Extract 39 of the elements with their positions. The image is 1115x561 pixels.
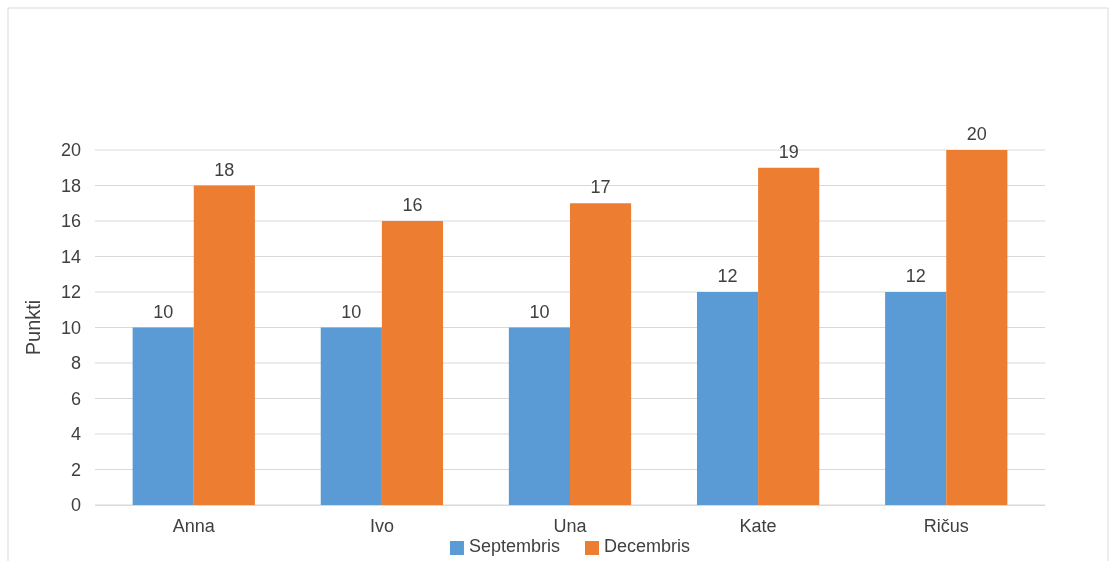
y-tick-label: 6	[70, 388, 81, 409]
y-tick-label: 8	[70, 353, 81, 374]
bar	[696, 292, 759, 505]
data-label: 10	[529, 301, 550, 322]
legend-label: Septembris	[468, 536, 561, 556]
data-label: 12	[905, 266, 926, 286]
x-tick-label: Ričus	[923, 515, 969, 536]
bar	[570, 203, 632, 505]
y-tick-label: 12	[60, 282, 81, 303]
bar	[193, 185, 255, 505]
y-tick-label: 2	[70, 459, 81, 480]
y-tick-label: 14	[60, 246, 81, 267]
x-tick-label: Kate	[739, 515, 777, 536]
data-label: 20	[966, 124, 987, 144]
legend-label: Decembris	[604, 536, 691, 556]
y-tick-label: 18	[60, 175, 81, 196]
bar	[885, 292, 947, 505]
y-tick-label: 20	[60, 140, 81, 161]
data-label: 10	[341, 301, 362, 322]
x-tick-label: Anna	[172, 515, 216, 536]
data-label: 17	[590, 177, 611, 198]
data-label: 19	[778, 141, 799, 162]
bar	[758, 167, 820, 505]
bar	[320, 327, 382, 505]
y-tick-label: 10	[60, 317, 81, 338]
data-label: 10	[153, 301, 174, 322]
data-label: 12	[717, 266, 738, 286]
bar	[381, 221, 444, 505]
bar	[508, 327, 570, 505]
bar	[132, 327, 194, 505]
y-tick-label: 0	[70, 495, 81, 516]
data-label: 18	[214, 159, 235, 180]
y-axis-title: Punkti	[22, 299, 44, 356]
bar	[946, 150, 1008, 505]
y-tick-label: 16	[60, 211, 81, 232]
x-tick-label: Una	[553, 515, 588, 536]
x-tick-label: Ivo	[369, 515, 394, 536]
data-label: 16	[402, 195, 423, 215]
y-tick-label: 4	[70, 424, 81, 445]
